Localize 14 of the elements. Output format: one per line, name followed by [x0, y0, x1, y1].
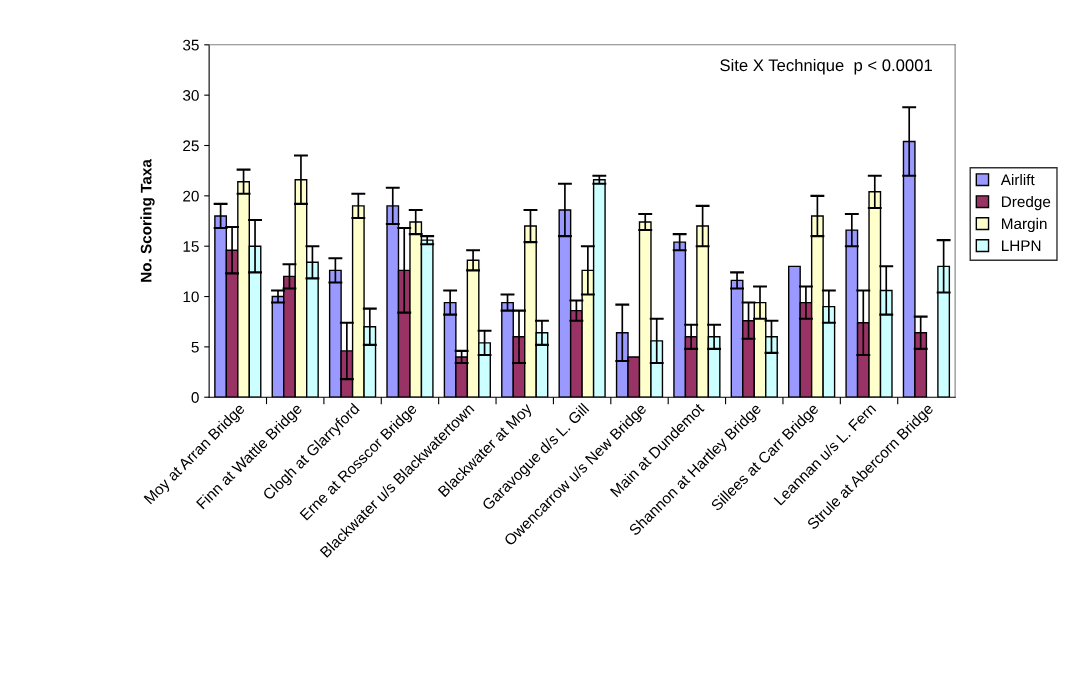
- y-tick-label: 20: [183, 190, 199, 202]
- y-axis-title: No. Scoring Taxa: [140, 159, 155, 282]
- y-tick-label: 25: [183, 140, 199, 152]
- legend-label: Margin: [1002, 217, 1047, 233]
- y-tick-label: 30: [183, 90, 199, 101]
- y-tick-label: 15: [183, 241, 199, 252]
- legend-label: Airlift: [1000, 173, 1035, 186]
- y-tick-label: 10: [183, 291, 199, 303]
- annotation: Site X Technique p < 0.0001: [720, 58, 932, 75]
- legend-label: Dredge: [1002, 195, 1051, 211]
- y-tick-label: 5: [191, 341, 199, 353]
- legend-label: LHPN: [1002, 240, 1041, 251]
- y-tick-label: 35: [183, 39, 199, 51]
- y-tick-label: 0: [191, 392, 199, 403]
